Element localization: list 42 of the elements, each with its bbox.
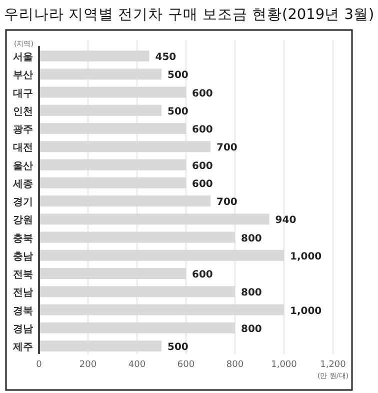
xtick: 400	[128, 360, 146, 370]
value-label: 500	[168, 106, 188, 118]
category: 부산	[13, 70, 33, 82]
value-label: 500	[168, 342, 188, 353]
category: 광주	[13, 124, 33, 136]
value-label: 600	[192, 124, 213, 136]
category: 충남	[13, 251, 33, 262]
value-label: 600	[192, 160, 213, 172]
title: 우리나라 지역별 전기차 구매 보조금 현황(2019년 3월)	[4, 7, 374, 23]
category: 세종	[13, 178, 33, 190]
category: 대구	[13, 88, 33, 100]
value-label: 600	[192, 270, 213, 280]
category: 전북	[13, 270, 33, 280]
value-label: 450	[155, 52, 176, 63]
value-label: 700	[216, 197, 238, 208]
category: 강원	[13, 215, 33, 226]
value-label: 1,000	[290, 251, 322, 262]
category: 경남	[13, 324, 33, 335]
category: 서울	[13, 52, 33, 63]
value-label: 800	[241, 324, 262, 335]
category: 대전	[13, 142, 33, 154]
category: 충북	[13, 233, 33, 244]
value-label: 600	[192, 88, 213, 100]
xtick: 200	[79, 360, 97, 370]
value-label: 700	[216, 142, 238, 154]
category: 전남	[13, 288, 33, 299]
category: 제주	[13, 342, 33, 353]
value-label: 940	[275, 215, 296, 226]
value-label: 500	[168, 70, 188, 82]
xtick: 1,200	[320, 360, 346, 370]
value-label: 600	[192, 178, 213, 190]
value-label: 800	[241, 288, 262, 299]
value-label: 1,000	[290, 306, 322, 317]
xtick: 0	[36, 360, 42, 370]
category: 경북	[13, 306, 33, 317]
category: 울산	[13, 160, 33, 172]
value-label: 800	[241, 233, 262, 244]
category: 인천	[13, 106, 33, 118]
xtick: 800	[226, 360, 244, 370]
xtick: 1,000	[271, 360, 297, 370]
category: 경기	[13, 197, 33, 208]
xtick: 600	[177, 360, 195, 370]
